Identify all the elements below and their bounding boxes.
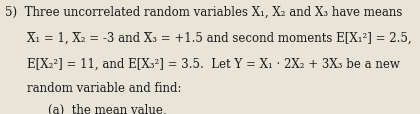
Text: 5)  Three uncorrelated random variables X₁, X₂ and X₃ have means: 5) Three uncorrelated random variables X… <box>5 6 402 19</box>
Text: E[X₂²] = 11, and E[X₃²] = 3.5.  Let Y = X₁ · 2X₂ + 3X₃ be a new: E[X₂²] = 11, and E[X₃²] = 3.5. Let Y = X… <box>27 57 400 70</box>
Text: (a)  the mean value,: (a) the mean value, <box>48 103 167 114</box>
Text: random variable and find:: random variable and find: <box>27 82 182 94</box>
Text: X̅₁ = 1, X̅₂ = -3 and X̅₃ = +1.5 and second moments E[X₁²] = 2.5,: X̅₁ = 1, X̅₂ = -3 and X̅₃ = +1.5 and sec… <box>27 32 412 45</box>
